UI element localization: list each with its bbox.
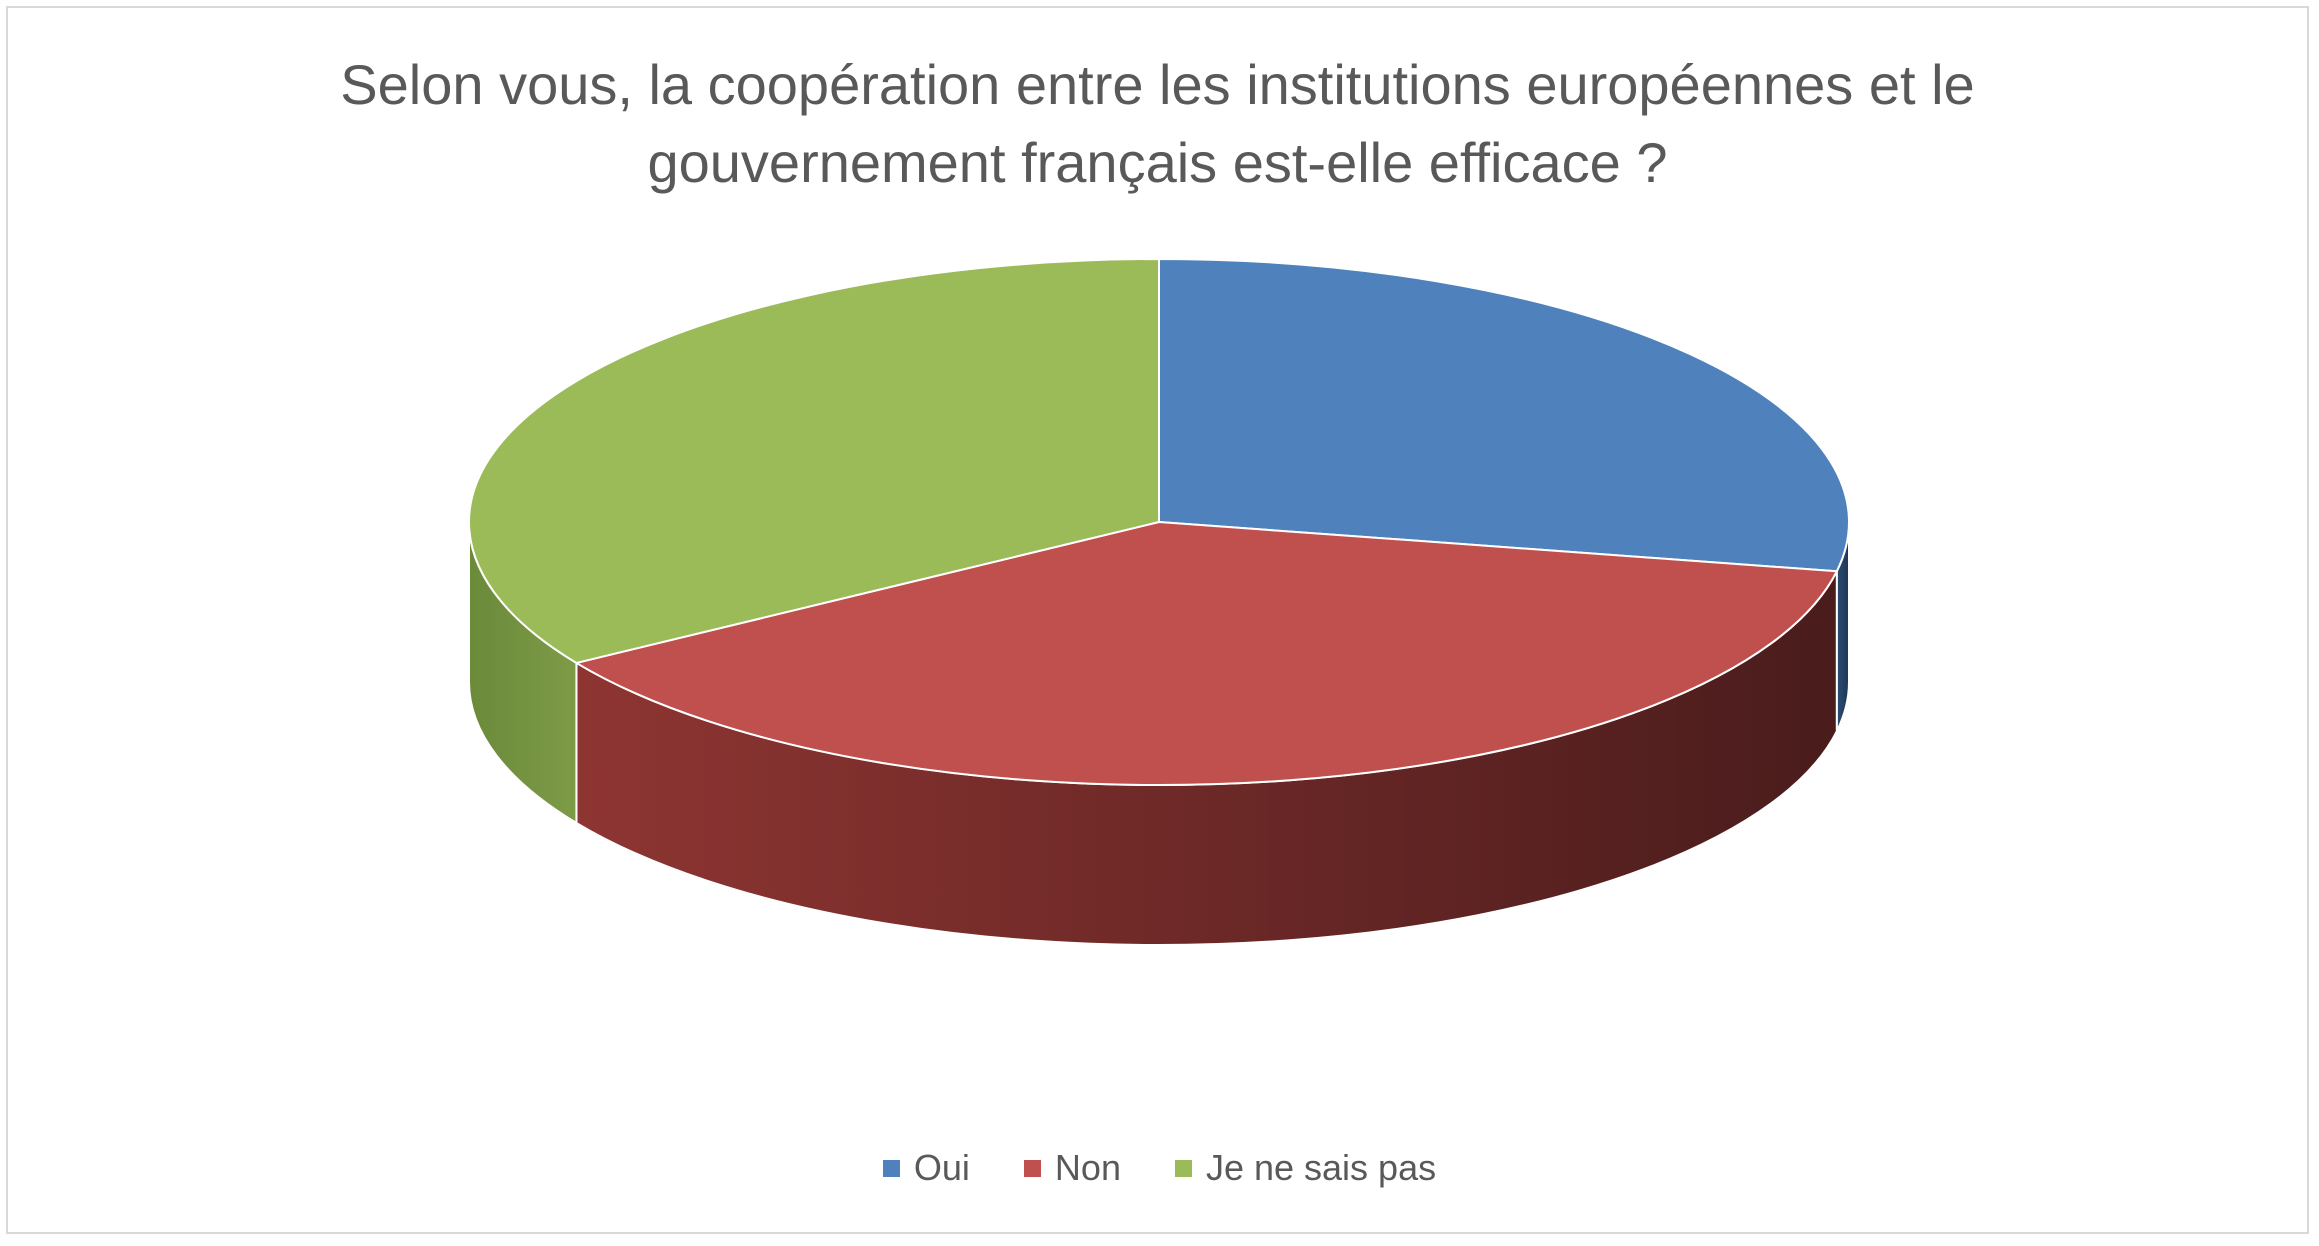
- legend-swatch-oui: [882, 1159, 900, 1177]
- pie-slice-je-ne-sais-pas: [468, 257, 1160, 664]
- legend-swatch-je-ne-sais-pas: [1174, 1159, 1192, 1177]
- chart-title-line-1: Selon vous, la coopération entre les ins…: [340, 53, 1975, 116]
- legend-item-oui: Oui: [882, 1146, 970, 1190]
- chart-title: Selon vous, la coopération entre les ins…: [8, 46, 2307, 202]
- legend-label-oui: Oui: [913, 1147, 970, 1188]
- pie-slice-oui: [1158, 257, 1851, 573]
- legend-item-non: Non: [1023, 1146, 1121, 1190]
- chart-title-line-2: gouvernement français est-elle efficace …: [647, 131, 1668, 194]
- pie-tops: [468, 257, 1851, 787]
- legend-label-je-ne-sais-pas: Je ne sais pas: [1205, 1147, 1437, 1188]
- legend-item-je-ne-sais-pas: Je ne sais pas: [1174, 1146, 1437, 1190]
- legend-label-non: Non: [1054, 1147, 1121, 1188]
- chart-legend: Oui Non Je ne sais pas: [0, 1146, 2319, 1190]
- legend-swatch-non: [1023, 1159, 1041, 1177]
- pie-slice-non: [573, 520, 1839, 787]
